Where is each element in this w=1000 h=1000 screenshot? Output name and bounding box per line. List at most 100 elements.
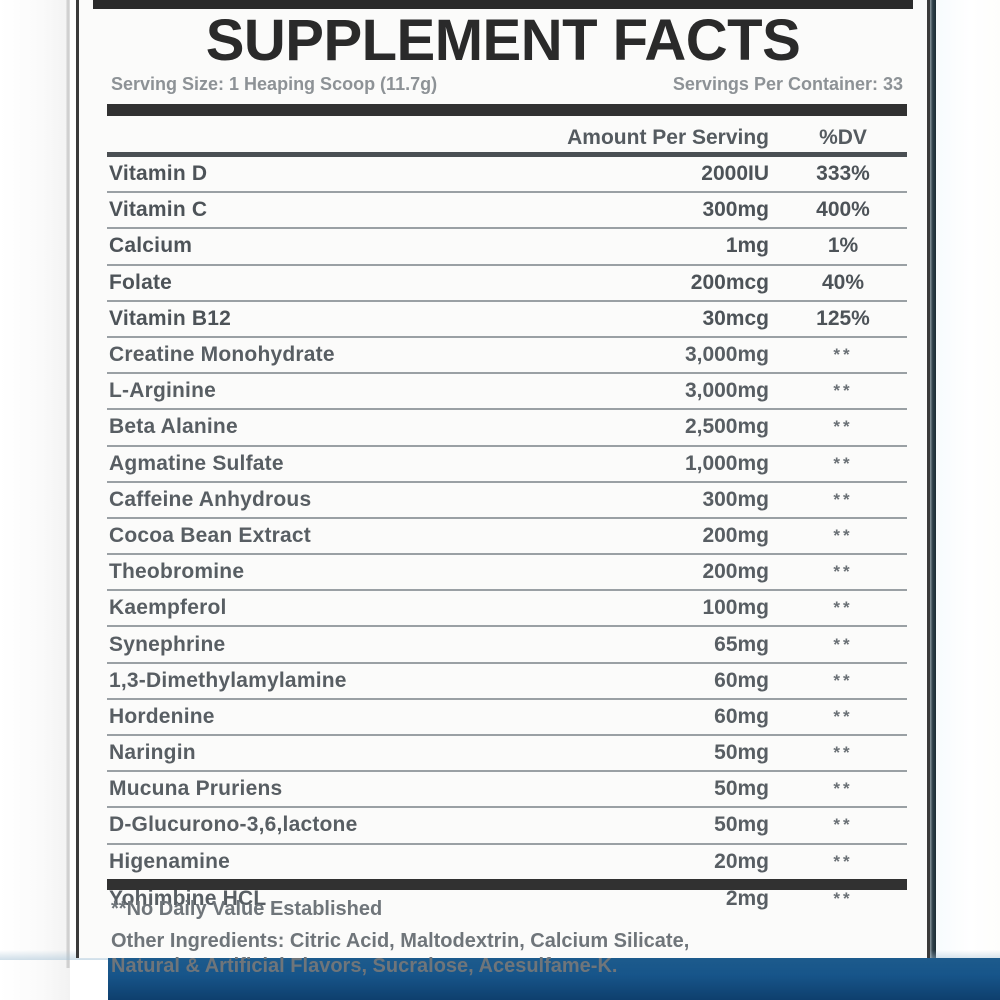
nutrient-name: Synephrine	[109, 632, 226, 656]
panel-top-rule	[93, 0, 913, 9]
nutrient-name: Higenamine	[109, 849, 231, 873]
nutrient-amount: 300mg	[702, 198, 769, 222]
table-row: Caffeine Anhydrous 300mg **	[107, 483, 907, 519]
table-row: Cocoa Bean Extract 200mg **	[107, 519, 907, 556]
table-row: Naringin 50mg **	[107, 736, 907, 773]
nutrient-daily-value: **	[833, 598, 853, 618]
nutrient-amount: 2000IU	[701, 162, 769, 186]
nutrient-amount: 50mg	[714, 741, 769, 765]
nutrient-amount: 200mg	[702, 560, 769, 584]
table-row: Vitamin C 300mg 400%	[107, 193, 907, 230]
nutrient-daily-value: **	[833, 670, 853, 690]
nutrient-name: Kaempferol	[109, 596, 227, 620]
other-ingredients-line-1: Other Ingredients: Citric Acid, Maltodex…	[111, 930, 690, 952]
nutrient-name: Folate	[109, 270, 173, 294]
nutrient-daily-value: 1%	[827, 234, 859, 258]
table-row: Vitamin D 2000IU 333%	[107, 157, 907, 194]
nutrient-name: 1,3-Dimethylamylamine	[109, 668, 347, 692]
nutrient-name: Agmatine Sulfate	[109, 451, 284, 475]
nutrient-amount: 1mg	[725, 234, 769, 258]
container-bottom-band	[108, 958, 1000, 1000]
nutrient-name: Vitamin D	[109, 162, 208, 186]
nutrient-name: Naringin	[109, 741, 196, 765]
nutrient-name: Beta Alanine	[109, 415, 238, 439]
nutrient-daily-value: **	[833, 381, 853, 401]
nutrient-name: Cocoa Bean Extract	[109, 523, 312, 547]
other-ingredients-line-2: Natural & Artificial Flavors, Sucralose,…	[111, 955, 618, 977]
nutrient-daily-value: **	[833, 562, 853, 582]
table-row: Hordenine 60mg **	[107, 700, 907, 736]
nutrient-name: Vitamin B12	[109, 306, 232, 330]
table-row: Agmatine Sulfate 1,000mg **	[107, 447, 907, 483]
daily-value-footnote: **No Daily Value Established	[111, 898, 383, 920]
nutrient-amount: 60mg	[714, 704, 769, 728]
nutrient-name: Creatine Monohydrate	[109, 343, 335, 367]
nutrient-name: Theobromine	[109, 560, 245, 584]
table-row: Yohimbine HCL 2mg **	[107, 881, 907, 917]
table-row: Folate 200mcg 40%	[107, 266, 907, 302]
nutrient-amount: 20mg	[714, 849, 769, 873]
nutrient-name: Mucuna Pruriens	[109, 777, 283, 801]
nutrient-name: Yohimbine HCL	[109, 886, 267, 910]
nutrient-amount: 2,500mg	[684, 415, 769, 439]
nutrient-daily-value: **	[833, 634, 853, 654]
nutrient-daily-value: **	[833, 345, 853, 365]
nutrient-amount: 200mcg	[690, 270, 769, 294]
table-row: D-Glucurono-3,6,lactone 50mg **	[107, 808, 907, 845]
nutrient-daily-value: 333%	[816, 162, 870, 186]
column-header-dv: %DV	[819, 126, 867, 149]
photo-right-background	[936, 0, 1000, 1000]
nutrient-amount: 1,000mg	[684, 451, 769, 475]
header-thick-rule	[107, 104, 907, 116]
nutrient-name: Caffeine Anhydrous	[109, 487, 312, 511]
table-row: Creatine Monohydrate 3,000mg **	[107, 338, 907, 375]
column-header-row: Amount Per Serving %DV	[107, 122, 907, 150]
table-row: Calcium 1mg 1%	[107, 229, 907, 266]
footer-thick-rule	[107, 879, 907, 890]
table-row: Higenamine 20mg **	[107, 845, 907, 881]
table-row: 1,3-Dimethylamylamine 60mg **	[107, 664, 907, 700]
servings-per-container-text: Servings Per Container: 33	[672, 74, 903, 94]
table-row: Beta Alanine 2,500mg **	[107, 410, 907, 447]
nutrient-daily-value: **	[833, 489, 853, 509]
table-row: L-Arginine 3,000mg **	[107, 374, 907, 411]
nutrient-daily-value: 125%	[816, 306, 870, 330]
table-row: Kaempferol 100mg **	[107, 591, 907, 628]
nutrient-daily-value: **	[833, 851, 853, 871]
nutrient-daily-value: 400%	[816, 198, 870, 222]
supplement-facts-panel: SUPPLEMENT FACTS Serving Size: 1 Heaping…	[76, 0, 930, 977]
nutrient-amount: 50mg	[714, 813, 769, 837]
nutrient-daily-value: **	[833, 453, 853, 473]
nutrient-name: Calcium	[109, 234, 193, 258]
nutrient-amount: 60mg	[714, 668, 769, 692]
nutrient-name: D-Glucurono-3,6,lactone	[109, 813, 358, 837]
serving-info-row: Serving Size: 1 Heaping Scoop (11.7g) Se…	[111, 74, 909, 94]
nutrient-daily-value: 40%	[821, 270, 865, 294]
table-row: Mucuna Pruriens 50mg **	[107, 772, 907, 809]
nutrient-name: Vitamin C	[109, 198, 208, 222]
table-row: Vitamin B12 30mcg 125%	[107, 302, 907, 338]
column-header-underline	[107, 152, 907, 157]
nutrient-amount: 100mg	[702, 596, 769, 620]
column-header-amount: Amount Per Serving	[567, 126, 769, 149]
nutrient-amount: 200mg	[702, 523, 769, 547]
nutrient-daily-value: **	[833, 706, 853, 726]
container-left-edge	[66, 0, 70, 968]
nutrient-table: Vitamin D 2000IU 333% Vitamin C 300mg 400% Cal…	[107, 157, 907, 917]
nutrient-amount: 50mg	[714, 777, 769, 801]
other-ingredients-block: Other Ingredients: Citric Acid, Maltodex…	[111, 929, 903, 979]
table-row: Theobromine 200mg **	[107, 555, 907, 592]
nutrient-amount: 65mg	[714, 632, 769, 656]
nutrient-amount: 3,000mg	[684, 379, 769, 403]
nutrient-name: Hordenine	[109, 704, 215, 728]
photo-left-background	[0, 0, 70, 1000]
page-title: SUPPLEMENT FACTS	[205, 8, 801, 73]
nutrient-amount: 300mg	[702, 487, 769, 511]
nutrient-name: L-Arginine	[109, 379, 216, 403]
nutrient-amount: 3,000mg	[684, 343, 769, 367]
nutrient-daily-value: **	[833, 888, 853, 908]
nutrient-amount: 2mg	[725, 886, 769, 910]
nutrient-daily-value: **	[833, 815, 853, 835]
container-right-edge	[930, 0, 936, 958]
